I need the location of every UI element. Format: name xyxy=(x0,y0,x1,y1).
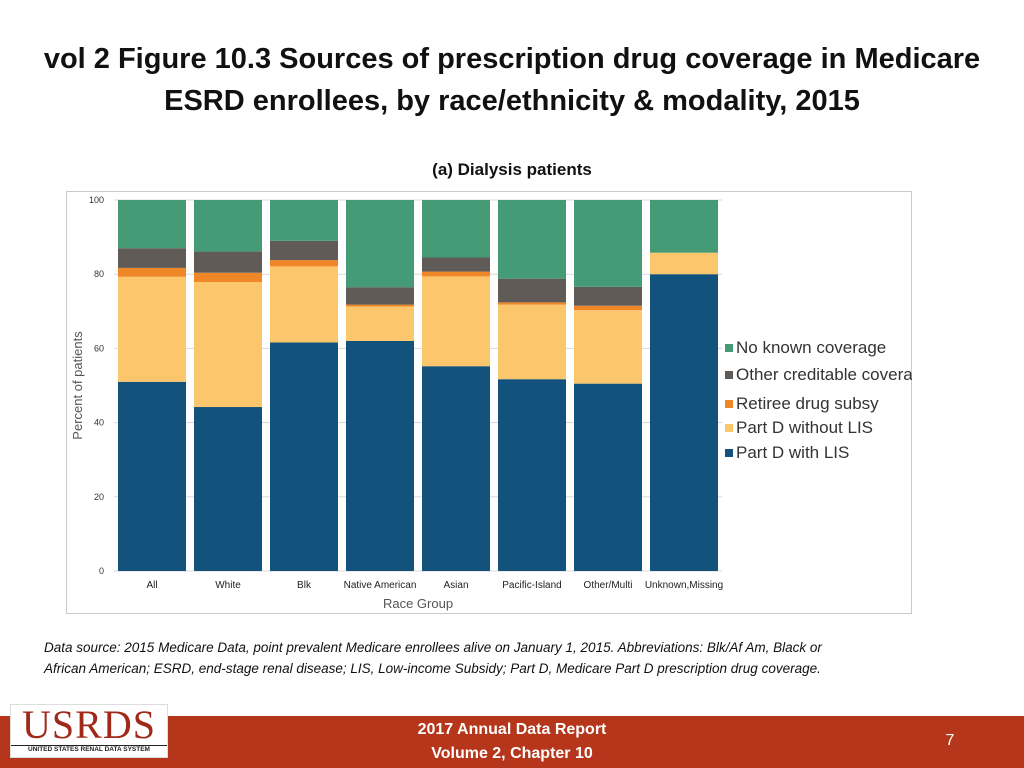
bar-segment xyxy=(498,278,566,303)
x-tick-label: Native American xyxy=(344,580,417,591)
slide-title-line2: ESRD enrollees, by race/ethnicity & moda… xyxy=(164,85,860,117)
legend-swatch xyxy=(725,344,733,352)
bar-segment xyxy=(346,200,414,288)
footnote-line1: Data source: 2015 Medicare Data, point p… xyxy=(44,640,822,655)
report-volume: Volume 2, Chapter 10 xyxy=(431,745,593,762)
y-tick-label: 20 xyxy=(94,492,104,502)
report-title: 2017 Annual Data Report xyxy=(417,721,607,738)
legend-swatch xyxy=(725,400,733,408)
legend-swatch xyxy=(725,371,733,379)
bar-segment xyxy=(574,200,642,287)
bar-segment xyxy=(650,200,718,253)
bar-segment xyxy=(118,267,186,277)
logo-wordmark: USRDS xyxy=(22,702,156,747)
logo-subtext: UNITED STATES RENAL DATA SYSTEM xyxy=(11,745,167,753)
y-tick-label: 80 xyxy=(94,269,104,279)
slide-title-line1: vol 2 Figure 10.3 Sources of prescriptio… xyxy=(43,43,981,75)
x-tick-label: Other/Multi xyxy=(584,580,633,591)
bar-segment xyxy=(498,304,566,380)
bar-segment xyxy=(498,302,566,305)
bar-segment xyxy=(194,251,262,273)
stacked-bar-chart: 0 20 40 60 80 100 All White Blk Native American As… xyxy=(70,195,912,611)
bar-segment xyxy=(270,342,338,571)
footnote-line2: African American; ESRD, end-stage renal … xyxy=(44,661,821,676)
bar-segment xyxy=(194,200,262,252)
bar-segment xyxy=(574,305,642,311)
footnote: Data source: 2015 Medicare Data, point p… xyxy=(44,637,984,679)
x-tick-label: Unknown,Missing xyxy=(645,580,723,591)
bar-segment xyxy=(118,200,186,249)
bar-segment xyxy=(118,276,186,382)
y-axis-title: Percent of patients xyxy=(70,331,85,440)
y-tick-label: 60 xyxy=(94,343,104,353)
bar-segment xyxy=(270,260,338,267)
bar-segment xyxy=(194,281,262,408)
x-tick-label: All xyxy=(146,580,157,591)
bar-segment xyxy=(346,306,414,341)
bar-segment xyxy=(422,366,490,571)
bar-segment xyxy=(498,379,566,571)
chart-title: (a) Dialysis patients xyxy=(432,160,592,179)
report-info: 2017 Annual Data Report Volume 2, Chapte… xyxy=(362,718,662,766)
y-tick-label: 100 xyxy=(89,195,104,205)
bar-segment xyxy=(194,272,262,282)
bar-segment xyxy=(118,381,186,571)
bar-segment xyxy=(346,340,414,571)
bar-segment xyxy=(422,271,490,277)
bar-segment xyxy=(422,257,490,272)
x-tick-label: Pacific-Island xyxy=(502,580,561,591)
bar-segment xyxy=(346,287,414,305)
bar-segment xyxy=(574,310,642,384)
bar-segment xyxy=(650,252,718,275)
legend-swatch xyxy=(725,449,733,457)
bar-segment xyxy=(422,276,490,367)
y-tick-label: 0 xyxy=(99,566,104,576)
legend-label: Other creditable coverage xyxy=(736,365,912,384)
x-axis-title: Race Group xyxy=(383,596,453,611)
slide-title: vol 2 Figure 10.3 Sources of prescriptio… xyxy=(0,38,1024,122)
legend-label: Retiree drug subsy xyxy=(736,394,879,413)
bar-segment xyxy=(498,200,566,279)
bar-segment xyxy=(346,304,414,307)
bar-segment xyxy=(270,266,338,343)
legend-swatch xyxy=(725,424,733,432)
usrds-logo: USRDS UNITED STATES RENAL DATA SYSTEM xyxy=(10,704,168,758)
x-tick-label: Asian xyxy=(443,580,468,591)
x-tick-label: White xyxy=(215,580,241,591)
bar-segment xyxy=(574,286,642,306)
x-tick-label: Blk xyxy=(297,580,312,591)
bar-segment xyxy=(574,383,642,571)
bar-segment xyxy=(118,248,186,268)
bar-segment xyxy=(650,274,718,571)
footer-bar xyxy=(0,716,1024,768)
page-number: 7 xyxy=(945,732,955,749)
bar-segment xyxy=(194,407,262,571)
bar-segment xyxy=(270,200,338,241)
legend-label: Part D with LIS xyxy=(736,443,849,462)
legend-label: No known coverage xyxy=(736,338,886,357)
y-tick-label: 40 xyxy=(94,418,104,428)
bar-segment xyxy=(422,200,490,258)
legend-label: Part D without LIS xyxy=(736,418,873,437)
bar-segment xyxy=(270,240,338,261)
